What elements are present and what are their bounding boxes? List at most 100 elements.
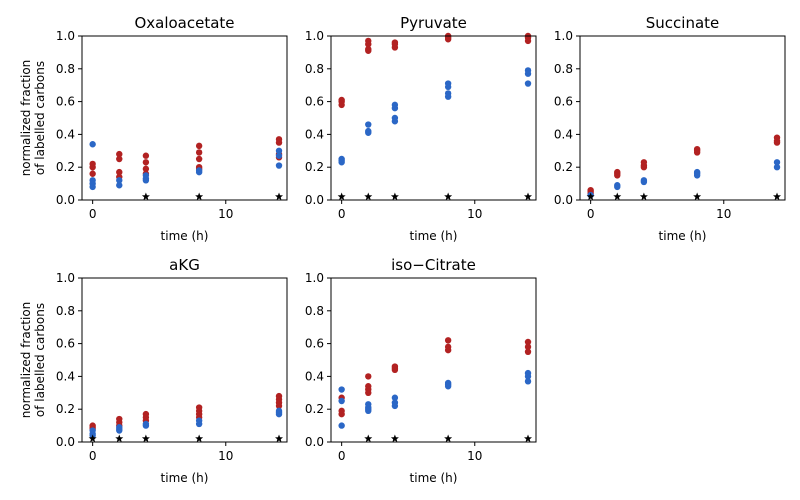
data-point <box>338 159 345 166</box>
data-point <box>640 178 648 186</box>
data-point <box>89 164 96 171</box>
x-axis-label: time (h) <box>161 471 209 485</box>
data-point <box>614 172 621 179</box>
data-point <box>195 149 203 156</box>
data-point <box>275 162 283 169</box>
data-point <box>338 422 345 429</box>
marker-star <box>524 192 533 201</box>
marker-star <box>275 192 284 201</box>
data-point <box>391 366 399 374</box>
series-2 <box>587 159 781 199</box>
y-tick-label: 1.0 <box>56 271 75 285</box>
y-tick-label: 0.4 <box>305 369 324 383</box>
marker-star <box>586 192 595 201</box>
y-axis-label: normalized fractionof labelled carbons <box>19 60 47 177</box>
y-tick-label: 0.2 <box>56 402 75 416</box>
data-point <box>89 170 96 177</box>
data-point <box>195 155 203 163</box>
series-3 <box>337 192 533 201</box>
subplot-title: Pyruvate <box>400 14 467 32</box>
y-tick-label: 0.2 <box>56 160 75 174</box>
series-2 <box>338 67 532 166</box>
y-tick-label: 0.4 <box>56 369 75 383</box>
series-3 <box>141 192 284 201</box>
y-tick-label: 0.8 <box>305 62 324 76</box>
data-point <box>365 407 372 415</box>
marker-star <box>88 434 97 443</box>
y-tick-label: 0.0 <box>56 435 75 449</box>
axes-frame <box>330 277 537 443</box>
data-point <box>195 420 203 428</box>
subplot-title: aKG <box>169 256 200 274</box>
x-tick-label: 10 <box>467 207 482 221</box>
series-2 <box>338 369 532 429</box>
data-point <box>391 394 399 401</box>
axes-frame <box>81 35 288 201</box>
data-point <box>275 147 283 154</box>
data-point <box>524 70 532 77</box>
series-1 <box>89 136 283 181</box>
y-tick-label: 0.2 <box>305 402 324 416</box>
data-point <box>444 383 452 390</box>
y-tick-label: 0.8 <box>554 62 573 76</box>
subplot-1: Oxaloacetate 0.0 0.2 0.4 0.6 0.8 1.0 0 10 time (h… <box>19 14 288 243</box>
data-point <box>391 104 399 112</box>
marker-star <box>444 434 453 443</box>
marker-star <box>115 434 124 443</box>
y-tick-label: 0.6 <box>554 95 573 109</box>
x-axis-label: time (h) <box>161 229 209 243</box>
data-point <box>524 37 532 45</box>
y-tick-label: 0.4 <box>554 127 573 141</box>
data-point <box>365 389 372 396</box>
data-point <box>391 118 399 125</box>
data-point <box>524 343 532 351</box>
subplot-4: aKG 0.0 0.2 0.4 0.6 0.8 1.0 0 10 time (h) normaliz… <box>19 256 288 485</box>
axes-frame <box>81 277 288 443</box>
marker-star <box>390 434 399 443</box>
data-point <box>524 348 532 355</box>
data-point <box>142 152 150 159</box>
marker-star <box>364 434 373 443</box>
data-point <box>116 177 123 184</box>
data-point <box>275 410 283 418</box>
y-tick-label: 1.0 <box>56 29 75 43</box>
series-3 <box>364 434 533 443</box>
y-tick-label: 0.0 <box>554 193 573 207</box>
y-tick-label: 1.0 <box>554 29 573 43</box>
data-point <box>116 427 123 434</box>
data-point <box>365 47 372 54</box>
data-point <box>116 168 123 176</box>
subplot-2: Pyruvate 0.0 0.2 0.4 0.6 0.8 1.0 0 10 time (h) <box>305 14 537 243</box>
marker-star <box>275 434 284 443</box>
marker-star <box>195 434 204 443</box>
y-tick-label: 0.0 <box>305 193 324 207</box>
data-point <box>142 177 150 184</box>
y-tick-label: 0.6 <box>56 337 75 351</box>
data-point <box>338 410 345 418</box>
y-tick-label: 0.2 <box>305 160 324 174</box>
data-point <box>444 346 452 354</box>
data-point <box>116 155 123 163</box>
data-point <box>693 149 701 156</box>
marker-star <box>390 192 399 201</box>
data-point <box>89 183 96 191</box>
marker-star <box>773 192 782 201</box>
subplot-5: iso−Citrate 0.0 0.2 0.4 0.6 0.8 1.0 0 10 time (h) <box>305 256 537 485</box>
data-point <box>365 121 372 128</box>
x-tick-label: 10 <box>716 207 731 221</box>
data-point <box>391 402 399 410</box>
y-tick-label: 0.0 <box>56 193 75 207</box>
marker-star <box>524 434 533 443</box>
data-point <box>444 337 452 344</box>
x-tick-label: 10 <box>218 449 233 463</box>
data-point <box>365 373 372 380</box>
data-point <box>338 397 345 405</box>
data-point <box>773 164 781 171</box>
data-point <box>391 44 399 51</box>
subplot-title: iso−Citrate <box>391 256 476 274</box>
y-axis-label: normalized fractionof labelled carbons <box>19 302 47 419</box>
marker-star <box>141 192 150 201</box>
x-tick-label: 0 <box>338 449 346 463</box>
marker-star <box>364 192 373 201</box>
